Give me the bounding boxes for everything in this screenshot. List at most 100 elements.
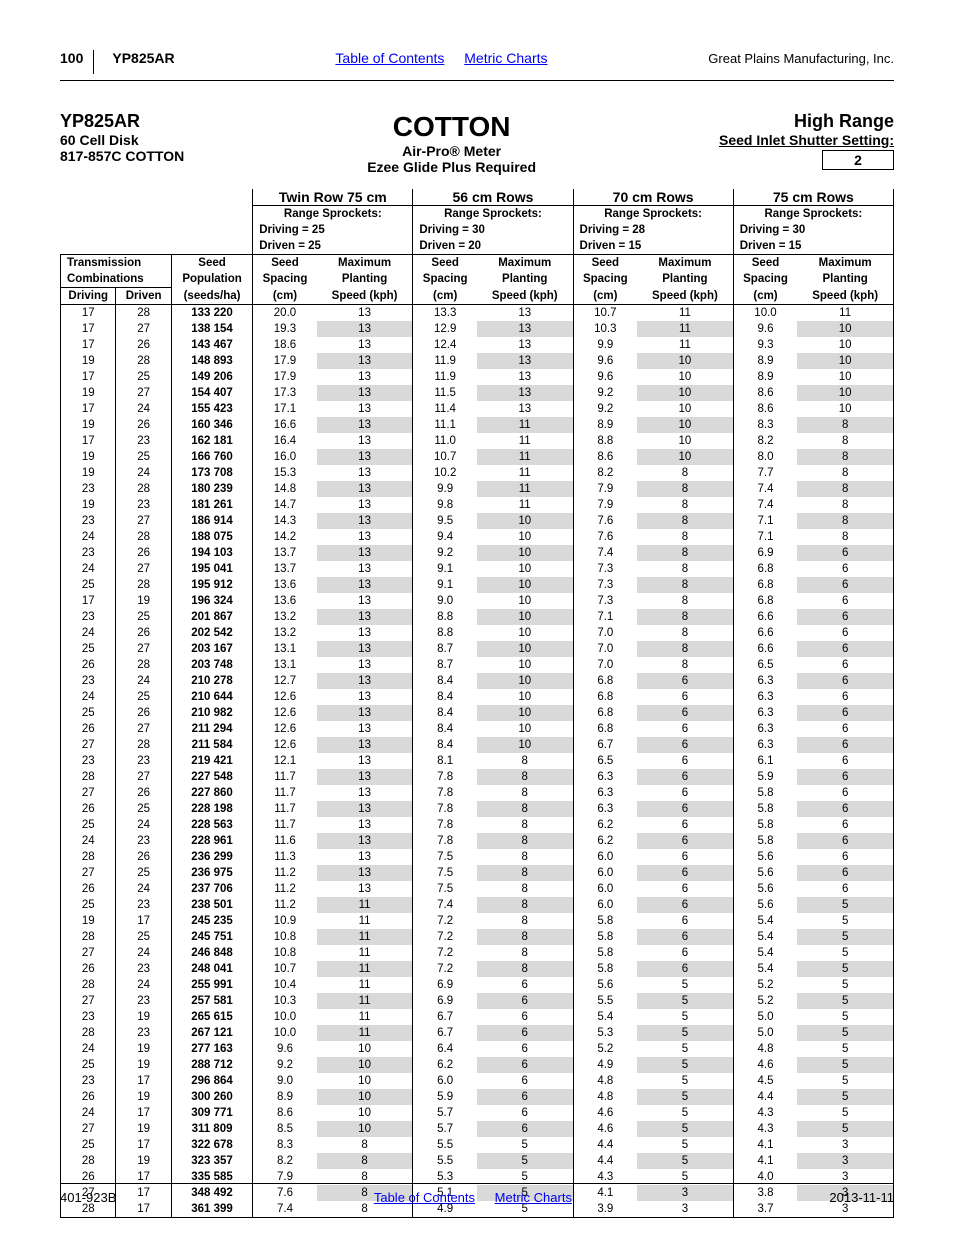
cell: 5 xyxy=(797,961,893,977)
cell: 211 584 xyxy=(171,737,252,753)
cell: 8 xyxy=(477,913,573,929)
cell: 25 xyxy=(116,801,171,817)
cell: 6 xyxy=(797,849,893,865)
cell: 255 991 xyxy=(171,977,252,993)
cell: 6 xyxy=(477,1105,573,1121)
cell: 3 xyxy=(797,1137,893,1153)
cell: 5.8 xyxy=(573,945,637,961)
cell: 246 848 xyxy=(171,945,252,961)
cell: 12.4 xyxy=(413,337,477,353)
cell: 219 421 xyxy=(171,753,252,769)
cell: 8 xyxy=(797,513,893,529)
cell: 9.1 xyxy=(413,561,477,577)
cell: 13 xyxy=(317,465,413,481)
cell: 13 xyxy=(317,657,413,673)
cell: 7.5 xyxy=(413,849,477,865)
cell: 26 xyxy=(61,961,116,977)
cell: 27 xyxy=(61,737,116,753)
cell: 154 407 xyxy=(171,385,252,401)
cell: 4.5 xyxy=(733,1073,797,1089)
cell: 25 xyxy=(116,609,171,625)
metric-link[interactable]: Metric Charts xyxy=(464,50,547,66)
cell: 4.8 xyxy=(733,1041,797,1057)
cell: 24 xyxy=(61,529,116,545)
cell: 24 xyxy=(61,1041,116,1057)
cell: 24 xyxy=(116,977,171,993)
cell: 13.1 xyxy=(253,641,317,657)
cell: 6 xyxy=(637,753,733,769)
cell: 6 xyxy=(477,1041,573,1057)
cell: 11.2 xyxy=(253,897,317,913)
cell: 19 xyxy=(116,1057,171,1073)
cell: 19 xyxy=(61,497,116,513)
cell: 5 xyxy=(637,977,733,993)
section-h: Twin Row 75 cm xyxy=(253,189,413,206)
cell: 13 xyxy=(477,401,573,417)
cell: 26 xyxy=(116,849,171,865)
cell: 7.6 xyxy=(573,513,637,529)
cell: 8 xyxy=(797,449,893,465)
cell: 5.5 xyxy=(413,1137,477,1153)
table-row: 2619300 2608.9105.964.854.45 xyxy=(61,1089,894,1105)
cell: 5 xyxy=(637,1041,733,1057)
cell: 5.0 xyxy=(733,1025,797,1041)
cell: 10 xyxy=(317,1105,413,1121)
cell: 25 xyxy=(61,1057,116,1073)
cell: 201 867 xyxy=(171,609,252,625)
cell: 19 xyxy=(61,385,116,401)
cell: 6 xyxy=(637,769,733,785)
table-row: 2519288 7129.2106.264.954.65 xyxy=(61,1057,894,1073)
cell: 26 xyxy=(116,705,171,721)
table-row: 2824255 99110.4116.965.655.25 xyxy=(61,977,894,993)
cell: 6 xyxy=(797,689,893,705)
table-row: 2625228 19811.7137.886.365.86 xyxy=(61,801,894,817)
cell: 25 xyxy=(116,369,171,385)
cell: 27 xyxy=(61,865,116,881)
cell: 5 xyxy=(637,1153,733,1169)
cell: 23 xyxy=(116,833,171,849)
cell: 203 748 xyxy=(171,657,252,673)
cell: 13 xyxy=(317,337,413,353)
footer-toc-link[interactable]: Table of Contents xyxy=(374,1190,475,1205)
cell: 6 xyxy=(637,785,733,801)
cell: 16.0 xyxy=(253,449,317,465)
cell: 6 xyxy=(797,705,893,721)
cell: 210 982 xyxy=(171,705,252,721)
table-row: 2526210 98212.6138.4106.866.36 xyxy=(61,705,894,721)
footer-metric-link[interactable]: Metric Charts xyxy=(495,1190,572,1205)
cell: 10 xyxy=(477,593,573,609)
table-row: 2527203 16713.1138.7107.086.66 xyxy=(61,641,894,657)
cell: 10 xyxy=(637,369,733,385)
cell: 8 xyxy=(637,609,733,625)
section-h: 70 cm Rows xyxy=(573,189,733,206)
cell: 9.3 xyxy=(733,337,797,353)
cell: 12.6 xyxy=(253,737,317,753)
toc-link[interactable]: Table of Contents xyxy=(335,50,444,66)
cell: 6 xyxy=(797,721,893,737)
cell: 6 xyxy=(797,673,893,689)
cell: 4.6 xyxy=(573,1121,637,1137)
cell: 6 xyxy=(637,849,733,865)
table-row: 1724155 42317.11311.4139.2108.610 xyxy=(61,401,894,417)
cell: 5 xyxy=(637,1025,733,1041)
cell: 24 xyxy=(116,945,171,961)
cell: 6 xyxy=(637,961,733,977)
table-row: 2819323 3578.285.554.454.13 xyxy=(61,1153,894,1169)
cell: 23 xyxy=(61,481,116,497)
cell: 5 xyxy=(797,897,893,913)
cell: 23 xyxy=(116,753,171,769)
cell: 6.0 xyxy=(573,849,637,865)
table-row: 2724246 84810.8117.285.865.45 xyxy=(61,945,894,961)
cell: 28 xyxy=(61,769,116,785)
cell: 265 615 xyxy=(171,1009,252,1025)
cell: 181 261 xyxy=(171,497,252,513)
cell: 6.8 xyxy=(573,721,637,737)
cell: 6 xyxy=(637,689,733,705)
cell: 27 xyxy=(116,721,171,737)
cell: 17 xyxy=(61,401,116,417)
cell: 166 760 xyxy=(171,449,252,465)
cell: 228 563 xyxy=(171,817,252,833)
cell: 5.2 xyxy=(733,993,797,1009)
cell: 19 xyxy=(116,1089,171,1105)
cell: 245 751 xyxy=(171,929,252,945)
